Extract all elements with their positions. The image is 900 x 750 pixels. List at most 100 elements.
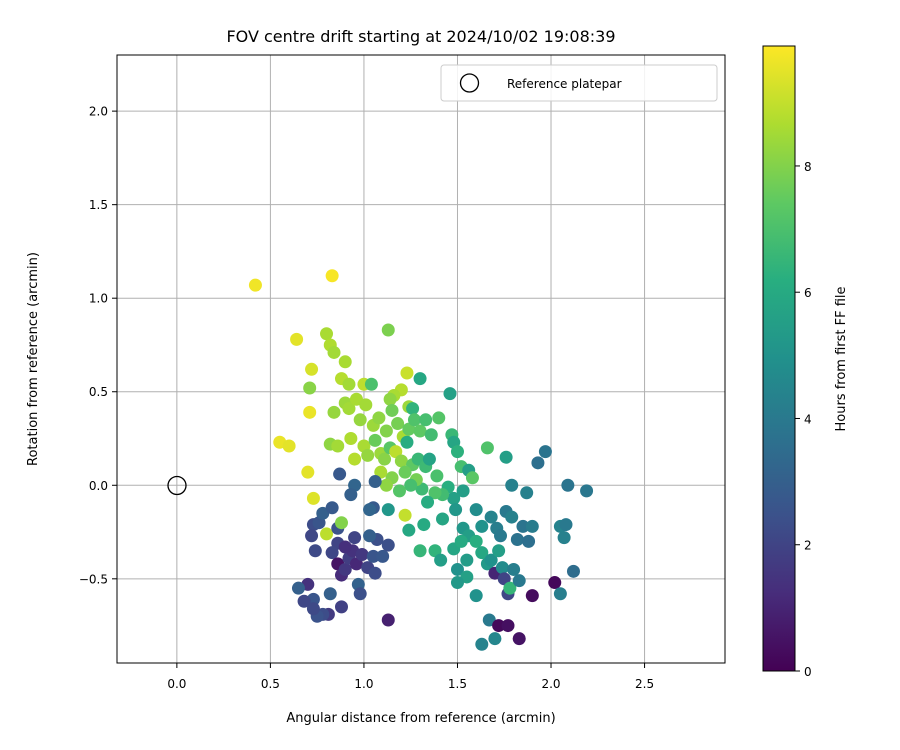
data-point xyxy=(553,587,567,601)
data-point xyxy=(379,424,393,438)
data-point xyxy=(559,518,573,532)
data-point xyxy=(460,570,474,584)
data-point xyxy=(248,278,262,292)
legend-label: Reference platepar xyxy=(507,77,622,91)
data-point xyxy=(510,533,524,547)
data-point xyxy=(353,413,367,427)
data-point xyxy=(469,503,483,517)
data-point xyxy=(376,549,390,563)
data-point xyxy=(331,439,345,453)
data-point xyxy=(320,527,334,541)
data-point xyxy=(495,561,509,575)
data-point xyxy=(338,540,352,554)
data-point xyxy=(349,392,363,406)
y-tick-label: 0.5 xyxy=(89,385,108,399)
data-point xyxy=(282,439,296,453)
y-tick-label: 1.5 xyxy=(89,198,108,212)
data-point xyxy=(484,510,498,524)
data-point xyxy=(566,564,580,578)
data-point xyxy=(305,362,319,376)
data-point xyxy=(460,553,474,567)
data-point xyxy=(301,465,315,479)
data-point xyxy=(308,544,322,558)
data-point xyxy=(548,576,562,590)
data-point xyxy=(525,519,539,533)
data-point xyxy=(391,417,405,431)
data-point xyxy=(413,544,427,558)
x-tick-label: 1.0 xyxy=(354,677,373,691)
data-point xyxy=(379,478,393,492)
data-point xyxy=(512,574,526,588)
y-tick-label: 0.0 xyxy=(89,479,108,493)
legend-box xyxy=(440,64,718,102)
data-point xyxy=(363,503,377,517)
data-point xyxy=(512,632,526,646)
data-point xyxy=(372,411,386,425)
data-point xyxy=(344,488,358,502)
data-point xyxy=(398,465,412,479)
data-point xyxy=(348,531,362,545)
data-point xyxy=(424,428,438,442)
data-point xyxy=(334,600,348,614)
data-point xyxy=(406,402,420,416)
data-point xyxy=(488,632,502,646)
data-point xyxy=(447,491,461,505)
data-point xyxy=(516,519,530,533)
grid-lines xyxy=(117,55,725,663)
data-point xyxy=(323,587,337,601)
colorbar-gradient xyxy=(762,45,796,672)
data-point xyxy=(475,546,489,560)
data-point xyxy=(364,377,378,391)
x-tick-label: 0.5 xyxy=(261,677,280,691)
data-point xyxy=(505,478,519,492)
data-point xyxy=(505,510,519,524)
data-point xyxy=(538,445,552,459)
data-point xyxy=(305,529,319,543)
data-point xyxy=(503,581,517,595)
data-point xyxy=(361,448,375,462)
reference-marker xyxy=(167,475,187,496)
data-point xyxy=(492,544,506,558)
data-point xyxy=(413,424,427,438)
data-point xyxy=(450,576,464,590)
data-point xyxy=(291,581,305,595)
x-tick-label: 1.5 xyxy=(448,677,467,691)
data-point xyxy=(290,332,304,346)
data-point xyxy=(454,534,468,548)
data-point xyxy=(428,544,442,558)
data-point xyxy=(494,529,508,543)
data-point xyxy=(392,484,406,498)
data-point xyxy=(306,491,320,505)
data-point xyxy=(450,445,464,459)
data-point xyxy=(342,377,356,391)
data-point xyxy=(398,508,412,522)
data-point xyxy=(363,529,377,543)
data-point xyxy=(465,471,479,485)
data-point xyxy=(381,503,395,517)
x-tick-label: 0.0 xyxy=(167,677,186,691)
data-point xyxy=(422,452,436,466)
data-point xyxy=(443,387,457,401)
data-point xyxy=(368,566,382,580)
data-point xyxy=(359,398,373,412)
data-point xyxy=(303,381,317,395)
colorbar-tick-label: 2 xyxy=(804,539,812,553)
data-point xyxy=(348,452,362,466)
data-point xyxy=(475,637,489,651)
data-point xyxy=(421,495,435,509)
colorbar-ticks: 0 2 4 6 8 xyxy=(795,160,812,679)
data-point xyxy=(325,269,339,283)
colorbar-tick-label: 8 xyxy=(804,160,812,174)
data-point xyxy=(325,546,339,560)
data-point xyxy=(349,557,363,571)
data-point xyxy=(381,323,395,337)
data-point xyxy=(381,538,395,552)
data-point xyxy=(522,534,536,548)
x-axis-label: Angular distance from reference (arcmin) xyxy=(286,711,555,726)
x-tick-label: 2.0 xyxy=(541,677,560,691)
data-point xyxy=(297,594,311,608)
data-point xyxy=(475,519,489,533)
data-point xyxy=(383,392,397,406)
data-point xyxy=(507,562,521,576)
